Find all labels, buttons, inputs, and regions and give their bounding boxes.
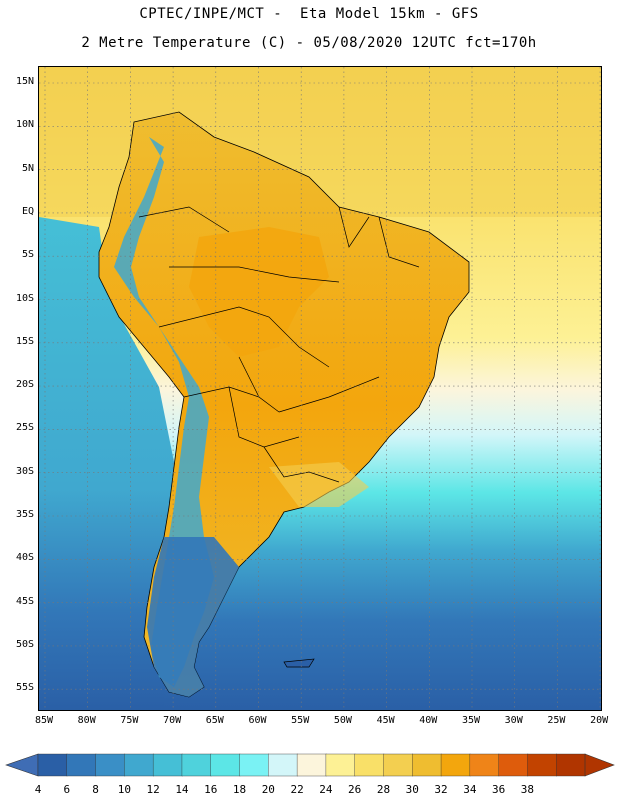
lon-label-20w: 20W [590, 715, 609, 726]
colorbar-swatch [152, 753, 183, 777]
colorbar-swatch [268, 753, 298, 777]
colorbar-label: 28 [376, 783, 391, 796]
colorbar-swatch [66, 753, 97, 777]
colorbar-label: 34 [463, 783, 477, 796]
colorbar-label: 16 [204, 783, 218, 796]
lat-label-40s: 40S [15, 552, 34, 564]
colorbar-swatch [498, 753, 529, 777]
colorbar-swatch [181, 753, 212, 777]
lat-label-50s: 50S [15, 638, 34, 650]
lat-label-15n: 15N [15, 76, 34, 87]
colorbar-swatch [440, 753, 471, 777]
colorbar-over-arrow [584, 753, 615, 777]
colorbar-label: 26 [348, 783, 362, 796]
lon-label-80w: 80W [77, 715, 96, 726]
lat-label-5s: 5S [21, 249, 34, 261]
colorbar-label: 18 [232, 783, 247, 796]
colorbar-label: 24 [319, 783, 333, 796]
colorbar-label: 14 [175, 783, 189, 796]
colorbar-swatch [556, 753, 586, 777]
colorbar-under-arrow [5, 753, 39, 777]
lon-label-60w: 60W [248, 715, 267, 726]
lat-label-20s: 20S [15, 379, 34, 391]
colorbar-label: 32 [434, 783, 448, 796]
lon-label-25w: 25W [547, 715, 566, 726]
colorbar-swatch [296, 753, 327, 777]
lon-label-40w: 40W [419, 715, 438, 726]
pacific-ocean-field [39, 217, 179, 710]
lat-label-35s: 35S [15, 509, 34, 520]
lon-label-50w: 50W [333, 715, 352, 726]
lat-label-5n: 5N [21, 162, 34, 174]
lon-label-45w: 45W [376, 715, 395, 726]
colorbar-label: 8 [92, 783, 99, 796]
colorbar-label: 36 [492, 783, 506, 796]
country-borders [138, 206, 420, 483]
colorbar-label: 22 [290, 783, 304, 796]
falkland-islands [283, 658, 315, 668]
lat-label-eq: EQ [21, 205, 34, 217]
colorbar-swatch [354, 753, 385, 777]
lat-label-10s: 10S [15, 292, 34, 304]
colorbar-label: 4 [34, 783, 42, 796]
lon-label-70w: 70W [163, 715, 182, 726]
colorbar-swatch [527, 753, 557, 777]
lon-label-35w: 35W [461, 715, 481, 726]
lon-label-75w: 75W [120, 715, 139, 726]
colorbar-label: 20 [261, 783, 275, 796]
lat-label-10n: 10N [15, 119, 34, 131]
lon-label-55w: 55W [291, 715, 310, 726]
temperature-map [38, 66, 602, 711]
colorbar-swatch [124, 753, 154, 777]
lat-label-55s: 55S [15, 682, 34, 694]
lon-label-30w: 30W [504, 715, 523, 726]
colorbar-swatch [325, 753, 356, 777]
colorbar-swatch [383, 753, 413, 777]
colorbar-label: 6 [63, 783, 71, 796]
lat-label-45s: 45S [15, 595, 34, 607]
map-title-line-2: 2 Metre Temperature (C) - 05/08/2020 12U… [81, 35, 537, 51]
colorbar-label: 38 [520, 783, 535, 796]
colorbar-swatch [37, 753, 68, 777]
colorbar-swatch [412, 753, 442, 777]
colorbar-swatch [469, 753, 500, 777]
colorbar-swatch [95, 753, 126, 777]
temperature-map-canvas [39, 67, 601, 710]
lat-label-25s: 25S [15, 422, 34, 434]
temperature-colorbar [5, 753, 615, 777]
amazon-hot-core [189, 227, 329, 357]
colorbar-swatch [210, 753, 241, 777]
colorbar-label: 30 [405, 783, 419, 796]
colorbar-label: 12 [146, 783, 160, 796]
colorbar-swatch [239, 753, 270, 777]
colorbar-label: 10 [117, 783, 131, 796]
lat-label-15s: 15S [15, 335, 34, 347]
lat-label-30s: 30S [15, 465, 34, 477]
map-title-line-1: CPTEC/INPE/MCT - Eta Model 15km - GFS [139, 6, 479, 22]
lon-label-65w: 65W [205, 715, 224, 726]
lon-label-85w: 85W [34, 715, 54, 726]
